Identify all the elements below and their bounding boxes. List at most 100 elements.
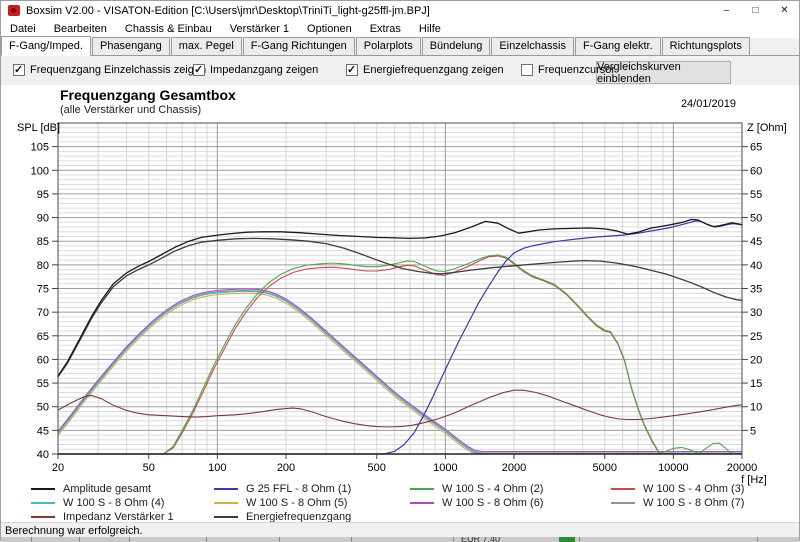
legend-color-line xyxy=(31,487,55,490)
menu-item-verst-rker-1[interactable]: Verstärker 1 xyxy=(229,23,290,35)
checkbox-box[interactable]: ✓ xyxy=(193,64,205,76)
svg-text:200: 200 xyxy=(277,462,295,474)
x-axis-title: f [Hz] xyxy=(741,474,767,486)
legend-item: W 100 S - 8 Ohm (5) xyxy=(214,496,347,509)
svg-text:75: 75 xyxy=(37,284,49,296)
legend-item: Energiefrequenzgang xyxy=(214,510,351,523)
svg-text:60: 60 xyxy=(750,165,762,177)
svg-text:65: 65 xyxy=(750,142,762,154)
y-right-axis-title: Z [Ohm] xyxy=(747,122,787,134)
checkbox-frequenzgang-einzelchassis-zeigen[interactable]: ✓ Frequenzgang Einzelchassis zeigen xyxy=(13,64,206,76)
tab-bar: F-Gang/Imped. Phasengang max. Pegel F-Gang … xyxy=(1,36,799,56)
svg-text:50: 50 xyxy=(750,213,762,225)
check-mark-icon: ✓ xyxy=(14,64,24,76)
tab-richtungsplots[interactable]: Richtungsplots xyxy=(661,37,750,55)
axis-labels: 40 45 50 55 60 65 70 75 80 85 90 95 100 105 5 10 15 20 25 3… xyxy=(17,122,787,486)
chart-title: Frequenzgang Gesamtbox xyxy=(60,87,236,103)
svg-text:15: 15 xyxy=(750,378,762,390)
background-cell-border xyxy=(453,537,454,542)
tab-f-gang-imped-[interactable]: F-Gang/Imped. xyxy=(1,36,91,56)
background-window-strip: EUR 7.40 xyxy=(1,537,799,542)
legend-label: W 100 S - 8 Ohm (7) xyxy=(643,496,745,509)
menu-item-chassis-einbau[interactable]: Chassis & Einbau xyxy=(124,23,212,35)
legend-color-line xyxy=(214,487,238,490)
svg-text:45: 45 xyxy=(750,236,762,248)
svg-text:85: 85 xyxy=(37,236,49,248)
svg-text:2000: 2000 xyxy=(502,462,526,474)
legend-color-line xyxy=(31,501,55,504)
legend-label: W 100 S - 8 Ohm (5) xyxy=(246,496,348,509)
legend-item: G 25 FFL - 8 Ohm (1) xyxy=(214,482,351,495)
background-cell-border xyxy=(579,537,580,542)
background-cell-border xyxy=(31,537,32,542)
svg-text:5000: 5000 xyxy=(592,462,616,474)
checkbox-energiefrequenzgang-zeigen[interactable]: ✓ Energiefrequenzgang zeigen xyxy=(346,64,504,76)
menu-item-optionen[interactable]: Optionen xyxy=(307,23,352,35)
tab-einzelchassis[interactable]: Einzelchassis xyxy=(491,37,574,55)
series-w-100-s-4-ohm-2- xyxy=(57,254,743,455)
tab-b-ndelung[interactable]: Bündelung xyxy=(421,37,491,55)
chart-svg: 40 45 50 55 60 65 70 75 80 85 90 95 100 105 5 10 15 20 25 3… xyxy=(17,122,787,486)
legend-item: Amplitude gesamt xyxy=(31,482,151,495)
chart-panel: Frequenzgang Gesamtbox (alle Verstärker … xyxy=(1,85,799,522)
checkbox-label: Frequenzgang Einzelchassis zeigen xyxy=(30,64,207,76)
background-cell-border xyxy=(757,537,758,542)
checkbox-box[interactable]: ✓ xyxy=(346,64,358,76)
legend-item: W 100 S - 8 Ohm (6) xyxy=(410,496,543,509)
svg-text:90: 90 xyxy=(37,213,49,225)
svg-text:95: 95 xyxy=(37,189,49,201)
legend-color-line xyxy=(611,487,635,490)
maximize-button-icon[interactable]: □ xyxy=(752,5,759,16)
svg-text:10: 10 xyxy=(750,402,762,414)
svg-text:40: 40 xyxy=(37,449,49,461)
svg-text:60: 60 xyxy=(37,354,49,366)
svg-text:105: 105 xyxy=(31,142,49,154)
tab-max-pegel[interactable]: max. Pegel xyxy=(170,37,242,55)
legend-color-line xyxy=(214,501,238,504)
close-button-icon[interactable]: ✕ xyxy=(780,5,789,16)
legend-item: W 100 S - 4 Ohm (3) xyxy=(611,482,744,495)
chart-subtitle: (alle Verstärker und Chassis) xyxy=(60,104,202,116)
legend-color-line xyxy=(214,515,238,518)
checkbox-label: Impedanzgang zeigen xyxy=(210,64,319,76)
background-cell-green xyxy=(559,537,575,542)
y-left-axis-title: SPL [dB] xyxy=(17,122,60,134)
checkbox-box[interactable] xyxy=(521,64,533,76)
legend-item: W 100 S - 4 Ohm (2) xyxy=(410,482,543,495)
menu-item-bearbeiten[interactable]: Bearbeiten xyxy=(53,23,107,35)
options-row: Vergleichskurven einblenden ✓ Frequenzgan… xyxy=(1,56,799,86)
checkbox-impedanzgang-zeigen[interactable]: ✓ Impedanzgang zeigen xyxy=(193,64,318,76)
checkbox-box[interactable]: ✓ xyxy=(13,64,25,76)
svg-text:100: 100 xyxy=(208,462,226,474)
background-cell-border xyxy=(129,537,130,542)
svg-text:20000: 20000 xyxy=(727,462,758,474)
svg-text:1000: 1000 xyxy=(433,462,457,474)
svg-text:25: 25 xyxy=(750,331,762,343)
tab-f-gang-richtungen[interactable]: F-Gang Richtungen xyxy=(242,37,355,55)
svg-text:50: 50 xyxy=(143,462,155,474)
series-w-100-s-8-ohm-7- xyxy=(57,289,743,454)
background-cell-border xyxy=(79,537,80,542)
minimize-button-icon[interactable]: – xyxy=(723,5,730,16)
svg-text:30: 30 xyxy=(750,307,762,319)
menu-item-datei[interactable]: Datei xyxy=(10,23,36,35)
tab-phasengang[interactable]: Phasengang xyxy=(91,37,170,55)
compare-curves-button[interactable]: Vergleichskurven einblenden xyxy=(596,61,731,85)
menu-item-extras[interactable]: Extras xyxy=(369,23,401,35)
tab-f-gang-elektr-[interactable]: F-Gang elektr. xyxy=(574,37,661,55)
legend-item: W 100 S - 8 Ohm (7) xyxy=(611,496,744,509)
background-cell-border xyxy=(279,537,280,542)
svg-text:45: 45 xyxy=(37,425,49,437)
legend-item: Impedanz Verstärker 1 xyxy=(31,510,174,523)
series-w-100-s-8-ohm-6- xyxy=(57,288,743,453)
series-w-100-s-8-ohm-5- xyxy=(57,292,743,455)
checkbox-frequenzcursor[interactable]: Frequenzcursor xyxy=(521,64,615,76)
grid-major xyxy=(58,123,742,454)
series-impedanz-verst-rker-1 xyxy=(57,389,743,428)
legend-label: G 25 FFL - 8 Ohm (1) xyxy=(246,482,352,495)
svg-text:100: 100 xyxy=(31,165,49,177)
menu-item-hilfe[interactable]: Hilfe xyxy=(418,23,441,35)
grid-minor xyxy=(58,123,742,454)
tab-polarplots[interactable]: Polarplots xyxy=(355,37,421,55)
legend-color-line xyxy=(410,501,434,504)
